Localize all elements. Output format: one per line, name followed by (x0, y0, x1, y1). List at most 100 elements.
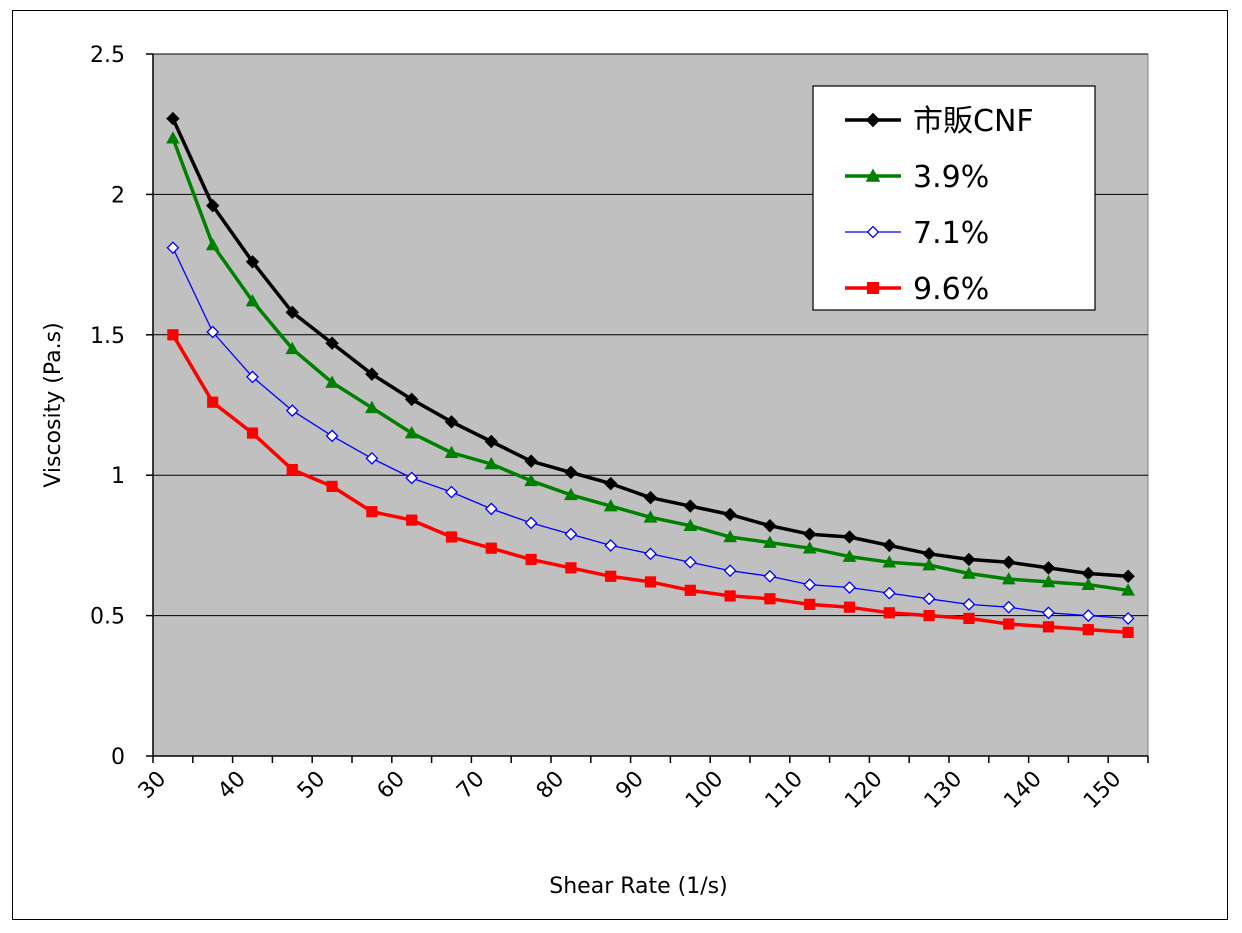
data-point (644, 547, 657, 561)
data-point (365, 367, 379, 381)
data-point (883, 607, 895, 619)
data-point (683, 518, 698, 532)
x-tick-label: 30 (134, 767, 171, 804)
data-point (365, 451, 379, 465)
data-point (804, 598, 816, 610)
data-point (763, 569, 777, 583)
data-point (245, 294, 260, 307)
data-point (405, 471, 419, 485)
data-point (485, 542, 497, 554)
data-point (923, 610, 935, 622)
data-point (922, 558, 936, 571)
data-point (683, 499, 698, 513)
y-tick-label: 0 (111, 745, 125, 770)
data-point (1042, 621, 1055, 633)
legend-marker (865, 168, 881, 182)
data-point (565, 562, 577, 574)
series-4 (167, 329, 1134, 639)
x-tick-label: 130 (920, 767, 967, 814)
data-point (723, 529, 737, 543)
data-point (404, 392, 419, 407)
data-point (842, 530, 857, 544)
data-point (1003, 618, 1015, 630)
data-point (1081, 577, 1096, 591)
data-point (524, 516, 538, 530)
data-point (564, 487, 578, 501)
data-point (445, 485, 458, 499)
x-tick-label: 150 (1079, 767, 1126, 814)
data-point (206, 325, 220, 339)
data-point (564, 527, 578, 541)
data-point (166, 131, 180, 144)
x-tick-labels: 30 40 50 60 70 80 90 100 110 120 130 140 150 (134, 767, 1127, 814)
data-point (1121, 611, 1135, 625)
legend-label: 市販CNF (913, 104, 1034, 139)
data-point (764, 593, 776, 605)
data-point (683, 555, 697, 569)
y-axis-title: Viscosity (Pa.s) (41, 322, 66, 487)
data-point (803, 578, 817, 592)
data-point (963, 612, 975, 625)
data-point (326, 480, 338, 493)
data-point (285, 305, 300, 320)
x-tick-label: 140 (999, 767, 1046, 814)
legend-label: 7.1% (913, 216, 989, 251)
legend-marker (865, 112, 881, 128)
data-point (205, 237, 220, 251)
y-tick-label: 0.5 (90, 605, 125, 630)
data-point (245, 255, 260, 269)
series-2 (166, 131, 1135, 596)
data-point (843, 601, 856, 613)
data-point (724, 590, 736, 602)
data-point (1041, 574, 1056, 588)
x-axis-title: Shear Rate (1/s) (549, 874, 727, 899)
legend: 市販CNF 3.9% 7.1% 9.6% (812, 85, 1096, 311)
data-point (524, 473, 538, 487)
data-point (166, 111, 180, 126)
x-tick-label: 60 (373, 767, 410, 804)
series-layer (166, 111, 1135, 639)
data-point (564, 465, 578, 480)
legend-label: 9.6% (913, 272, 989, 307)
data-point (882, 555, 897, 568)
data-point (1002, 600, 1016, 614)
data-point (484, 434, 499, 449)
data-point (205, 198, 220, 213)
data-point (406, 514, 418, 526)
y-tick-label: 2 (111, 183, 125, 208)
data-point (1121, 583, 1135, 596)
data-point (644, 576, 657, 588)
data-point (723, 507, 737, 522)
legend-item: 市販CNF (845, 104, 1034, 139)
legend-marker (866, 225, 880, 239)
data-point (723, 564, 737, 578)
data-point (1001, 555, 1016, 569)
data-point (1001, 572, 1016, 585)
y-tick-label: 2.5 (90, 43, 125, 68)
data-point (285, 404, 299, 418)
data-point (922, 592, 936, 606)
data-point (524, 454, 538, 468)
data-point (1122, 626, 1134, 639)
series-1 (166, 111, 1135, 583)
data-point (246, 370, 259, 384)
series-3 (166, 241, 1135, 625)
data-point (166, 241, 180, 255)
data-point (1082, 624, 1094, 636)
data-point (246, 427, 259, 439)
data-point (444, 415, 459, 429)
data-point (444, 445, 459, 459)
data-point (882, 538, 897, 553)
legend-marker (866, 281, 880, 295)
legend-item: 9.6% (845, 272, 989, 307)
data-point (366, 506, 378, 518)
x-tick-label: 110 (761, 767, 808, 814)
data-point (1081, 609, 1095, 623)
x-tick-label: 100 (681, 767, 728, 814)
data-point (445, 531, 458, 543)
legend-item: 7.1% (845, 216, 989, 251)
y-tick-labels: 0 0.5 1 1.5 2 2.5 (90, 43, 125, 770)
data-point (484, 502, 498, 516)
x-tick-label: 120 (840, 767, 887, 814)
x-tick-label: 50 (293, 767, 330, 804)
